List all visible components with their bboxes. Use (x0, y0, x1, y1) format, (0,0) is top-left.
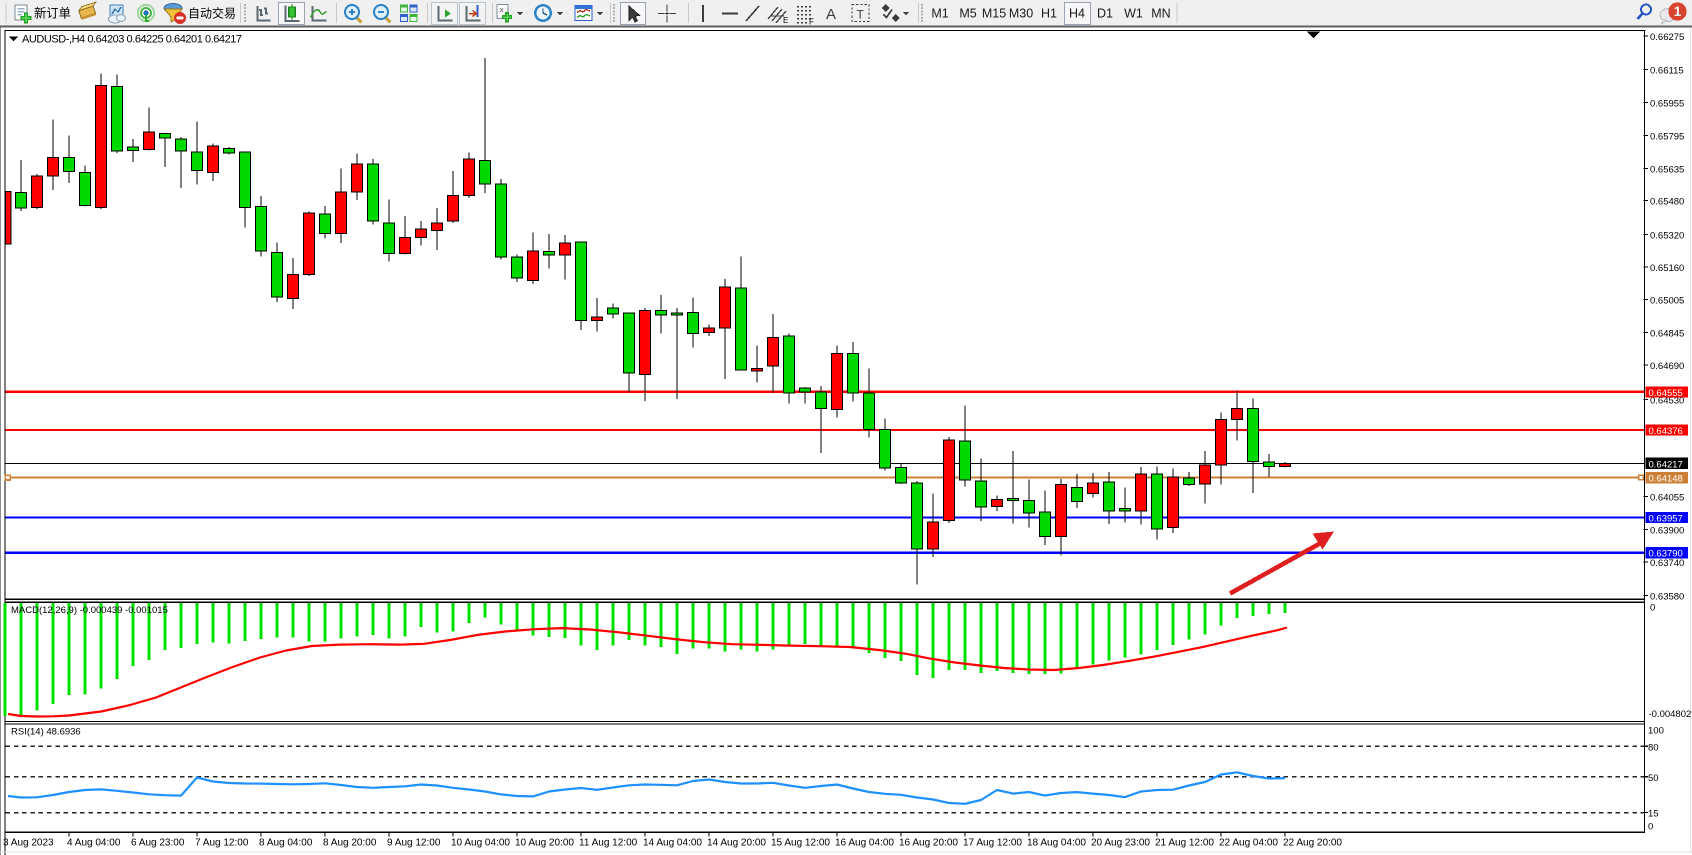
svg-text:0.64148: 0.64148 (1649, 474, 1683, 485)
svg-text:6 Aug 23:00: 6 Aug 23:00 (131, 838, 185, 849)
svg-text:0.63740: 0.63740 (1650, 558, 1684, 569)
svg-text:0.65160: 0.65160 (1650, 263, 1684, 274)
svg-text:0.65320: 0.65320 (1650, 231, 1684, 242)
svg-text:0.65955: 0.65955 (1650, 99, 1684, 110)
svg-text:22 Aug 04:00: 22 Aug 04:00 (1219, 838, 1278, 849)
svg-text:0.64530: 0.64530 (1650, 396, 1684, 407)
svg-text:22 Aug 20:00: 22 Aug 20:00 (1283, 838, 1342, 849)
svg-text:0.64055: 0.64055 (1650, 493, 1684, 504)
svg-text:3 Aug 2023: 3 Aug 2023 (3, 838, 54, 849)
svg-text:10 Aug 20:00: 10 Aug 20:00 (515, 838, 574, 849)
svg-text:0.65795: 0.65795 (1650, 132, 1684, 143)
svg-text:15: 15 (1648, 809, 1659, 820)
svg-text:7 Aug 12:00: 7 Aug 12:00 (195, 838, 249, 849)
svg-text:MN: MN (1151, 7, 1170, 21)
svg-text:17 Aug 12:00: 17 Aug 12:00 (963, 838, 1022, 849)
svg-text:8 Aug 04:00: 8 Aug 04:00 (259, 838, 313, 849)
svg-text:AUDUSD-,H4 0.64203 0.64225 0.: AUDUSD-,H4 0.64203 0.64225 0.64201 0.642… (22, 33, 242, 45)
svg-text:0.64690: 0.64690 (1650, 361, 1684, 372)
svg-text:100: 100 (1648, 726, 1664, 737)
svg-text:自动交易: 自动交易 (188, 6, 236, 21)
svg-text:18 Aug 04:00: 18 Aug 04:00 (1027, 838, 1086, 849)
svg-text:新订单: 新订单 (34, 6, 71, 21)
svg-text:11 Aug 12:00: 11 Aug 12:00 (579, 838, 638, 849)
svg-text:9 Aug 12:00: 9 Aug 12:00 (387, 838, 441, 849)
svg-text:0.64845: 0.64845 (1650, 329, 1684, 340)
svg-text:E: E (783, 16, 788, 25)
svg-text:16 Aug 04:00: 16 Aug 04:00 (835, 838, 894, 849)
svg-text:0.63900: 0.63900 (1650, 526, 1684, 537)
svg-text:0.64217: 0.64217 (1649, 459, 1683, 470)
svg-text:8 Aug 20:00: 8 Aug 20:00 (323, 838, 377, 849)
svg-text:0.64376: 0.64376 (1649, 426, 1683, 437)
svg-text:14 Aug 04:00: 14 Aug 04:00 (643, 838, 702, 849)
svg-text:0.66275: 0.66275 (1650, 32, 1684, 43)
svg-text:0.65005: 0.65005 (1650, 296, 1684, 307)
svg-text:0: 0 (1650, 603, 1655, 614)
svg-text:T: T (857, 8, 865, 22)
svg-text:-0.004802: -0.004802 (1649, 709, 1692, 720)
svg-text:0: 0 (1648, 822, 1653, 833)
svg-text:H1: H1 (1041, 7, 1057, 21)
svg-text:F: F (809, 18, 814, 27)
svg-text:4 Aug 04:00: 4 Aug 04:00 (67, 838, 121, 849)
svg-text:16 Aug 20:00: 16 Aug 20:00 (899, 838, 958, 849)
svg-text:15 Aug 12:00: 15 Aug 12:00 (771, 838, 830, 849)
svg-text:M15: M15 (982, 7, 1006, 21)
svg-text:0.63957: 0.63957 (1649, 514, 1683, 525)
svg-text:0.64555: 0.64555 (1649, 388, 1683, 399)
svg-text:M30: M30 (1009, 7, 1033, 21)
svg-text:D1: D1 (1097, 7, 1113, 21)
svg-text:MACD(12,26,9) -0.000439 -0.001: MACD(12,26,9) -0.000439 -0.001015 (11, 605, 168, 616)
svg-text:20 Aug 23:00: 20 Aug 23:00 (1091, 838, 1150, 849)
svg-text:10 Aug 04:00: 10 Aug 04:00 (451, 838, 510, 849)
svg-text:W1: W1 (1124, 7, 1143, 21)
svg-text:14 Aug 20:00: 14 Aug 20:00 (707, 838, 766, 849)
svg-text:M1: M1 (931, 7, 948, 21)
svg-text:50: 50 (1648, 773, 1659, 784)
svg-text:1: 1 (1674, 4, 1682, 19)
svg-text:A: A (826, 6, 836, 23)
svg-text:0.66115: 0.66115 (1650, 66, 1684, 77)
svg-text:0.65635: 0.65635 (1650, 165, 1684, 176)
svg-text:0.65480: 0.65480 (1650, 197, 1684, 208)
svg-text:0.63580: 0.63580 (1650, 592, 1684, 603)
svg-text:RSI(14) 48.6936: RSI(14) 48.6936 (11, 727, 81, 738)
svg-text:0.63790: 0.63790 (1649, 549, 1683, 560)
svg-text:H4: H4 (1069, 7, 1085, 21)
svg-text:M5: M5 (959, 7, 976, 21)
svg-text:21 Aug 12:00: 21 Aug 12:00 (1155, 838, 1214, 849)
svg-text:80: 80 (1648, 742, 1659, 753)
